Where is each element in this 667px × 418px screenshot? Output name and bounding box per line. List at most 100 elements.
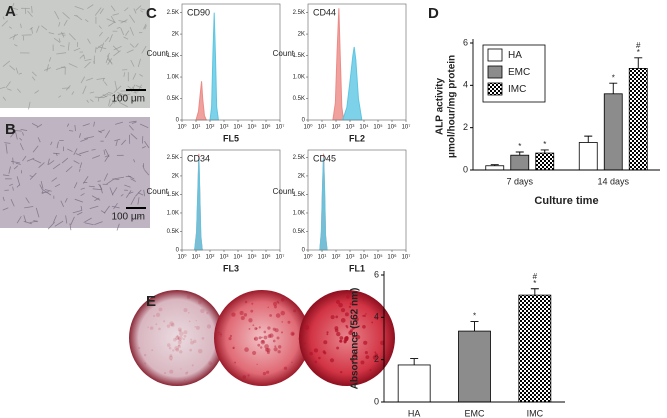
stain [229,334,233,338]
x-tick-label: 10⁴ [233,124,243,131]
stain [267,306,269,309]
stain [259,346,263,349]
stain [208,361,213,366]
cell [108,21,116,27]
stain [218,331,220,334]
x-tick-label: 10⁴ [359,254,369,261]
cell [28,101,31,110]
cell [64,197,68,203]
cell [113,50,121,57]
cell [54,220,64,227]
cell [129,26,134,36]
cell [126,49,134,54]
cell [60,200,65,207]
cell [137,197,140,205]
cell [123,72,126,77]
cell [140,8,146,11]
stain [360,360,365,365]
stain [323,340,328,345]
stain [178,329,182,333]
stain [263,335,268,340]
cell [96,44,103,50]
stain [263,330,267,334]
cell [89,91,95,94]
cell [16,216,22,224]
cell [141,45,147,54]
cell [133,159,136,163]
stain [262,371,267,376]
stain [338,302,343,308]
stain [186,295,191,299]
y-axis-label: Absorbance (562 nm) [350,288,361,390]
cell [44,189,52,192]
stain [228,337,232,341]
x-tick-label: 10⁰ [303,124,313,131]
cell [102,77,105,82]
cell [69,223,72,231]
stain [138,346,141,350]
cell [16,184,20,188]
stain [188,311,190,314]
cell [91,195,101,201]
stain [198,300,202,305]
stain [266,370,270,374]
cell [78,133,81,138]
cell [4,142,11,144]
cell [135,43,139,48]
stain [258,336,262,340]
x-tick-label: 10⁷ [276,254,285,261]
stain [206,311,209,315]
cell [24,206,34,209]
bar [578,142,598,171]
cell [126,190,132,198]
cell [115,140,118,146]
stain [166,324,171,328]
stain [193,339,197,343]
cell [10,7,19,11]
x-tick-label: 10⁷ [276,124,285,131]
stain [322,350,326,354]
stain [232,346,235,349]
stain [340,370,343,374]
stain [258,326,261,329]
y-axis-label: Count [147,187,169,196]
stain [170,359,172,361]
stain [314,360,318,364]
cell [67,148,73,152]
stain [260,339,266,345]
cell [111,205,120,209]
cell [48,32,55,35]
x-tick-label: 10³ [346,125,355,131]
stain [253,336,259,341]
cell [2,174,10,177]
significance-mark: * [473,312,476,321]
cell [55,66,66,70]
density-area [341,46,363,121]
cell [29,172,37,180]
stain [281,321,284,323]
cell [134,189,142,197]
stain [155,312,161,317]
stain [179,340,181,342]
significance-mark: * [612,73,615,82]
stain [234,361,237,364]
y-tick-label: 0 [463,164,468,174]
stain [177,344,180,347]
stain [273,347,278,352]
cell [132,73,137,80]
stain [253,338,256,340]
cell [50,141,53,146]
cell [12,34,16,40]
cell [92,155,101,159]
error-bar [470,321,479,332]
cell [113,202,118,210]
stain [360,296,363,298]
x-tick-label: 10² [206,125,215,131]
stain [273,305,277,309]
cell [74,198,84,203]
bar [535,152,555,171]
stain [352,335,355,338]
stain [155,323,158,326]
stain [348,305,352,309]
x-tick-label: 10⁴ [233,254,243,261]
